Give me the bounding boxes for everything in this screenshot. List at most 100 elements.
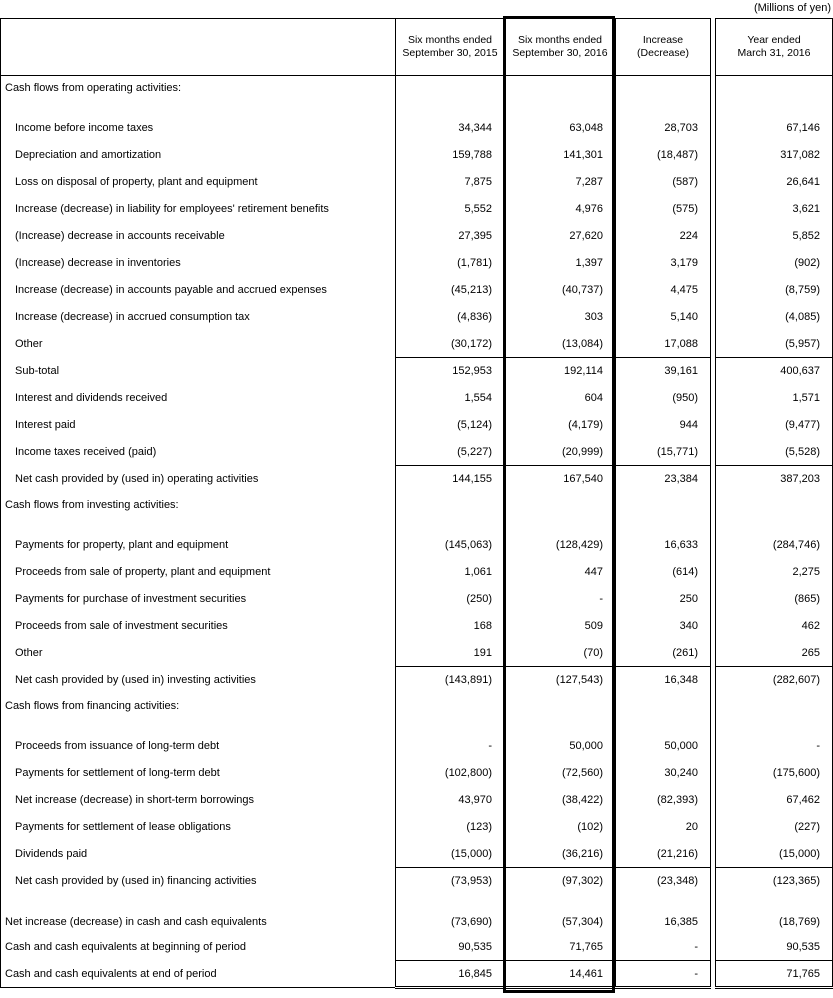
value-sep-2016: 192,114 — [504, 357, 616, 385]
value-sep-2015: 191 — [395, 639, 505, 667]
value-fy-2016: (865) — [715, 585, 833, 613]
value-sep-2016: (57,304) — [504, 894, 616, 934]
value-increase-decrease: 28,703 — [615, 114, 711, 142]
value-increase-decrease: (23,348) — [615, 867, 711, 895]
cash-flow-statement-table: Six months ended September 30, 2015 Six … — [0, 18, 833, 989]
row-label: Cash flows from financing activities: — [0, 693, 396, 733]
column-header-line: March 31, 2016 — [737, 47, 811, 59]
column-header-line: (Decrease) — [637, 47, 689, 59]
value-fy-2016: (5,528) — [715, 438, 833, 466]
value-fy-2016: (15,000) — [715, 840, 833, 868]
data-row: (Increase) decrease in accounts receivab… — [0, 222, 833, 250]
data-row: (Increase) decrease in inventories (1,781… — [0, 249, 833, 277]
data-row: Payments for purchase of investment secu… — [0, 585, 833, 613]
value-increase-decrease: (18,487) — [615, 141, 711, 169]
value-sep-2016: (36,216) — [504, 840, 616, 868]
column-header-empty — [0, 18, 396, 76]
value-sep-2015: 152,953 — [395, 357, 505, 385]
data-row: Other 191 (70) (261) 265 — [0, 639, 833, 667]
total-row: Cash and cash equivalents at end of peri… — [0, 960, 833, 989]
row-label: Net cash provided by (used in) investing… — [0, 666, 396, 694]
value-fy-2016 — [715, 75, 833, 115]
row-label: Net cash provided by (used in) operating… — [0, 465, 396, 493]
value-fy-2016: (5,957) — [715, 330, 833, 358]
value-sep-2015: 159,788 — [395, 141, 505, 169]
value-sep-2015: 1,061 — [395, 558, 505, 586]
value-increase-decrease: - — [615, 933, 711, 961]
value-increase-decrease: 16,633 — [615, 531, 711, 559]
value-increase-decrease: (261) — [615, 639, 711, 667]
value-sep-2015: (45,213) — [395, 276, 505, 304]
value-sep-2016: (102) — [504, 813, 616, 841]
value-increase-decrease: 5,140 — [615, 303, 711, 331]
value-increase-decrease: (950) — [615, 384, 711, 412]
data-row: Depreciation and amortization 159,788 141,… — [0, 141, 833, 169]
value-sep-2015: (30,172) — [395, 330, 505, 358]
value-sep-2015: 144,155 — [395, 465, 505, 493]
value-fy-2016: (282,607) — [715, 666, 833, 694]
value-sep-2016: - — [504, 585, 616, 613]
value-sep-2015: (123) — [395, 813, 505, 841]
value-increase-decrease: 4,475 — [615, 276, 711, 304]
value-increase-decrease: (575) — [615, 195, 711, 223]
row-label: Cash flows from investing activities: — [0, 492, 396, 532]
data-row: Other (30,172) (13,084) 17,088 (5,957) — [0, 330, 833, 358]
value-sep-2016: 604 — [504, 384, 616, 412]
value-sep-2016: (70) — [504, 639, 616, 667]
row-label: Net cash provided by (used in) financing… — [0, 867, 396, 895]
total-row: Net cash provided by (used in) operating… — [0, 465, 833, 493]
value-fy-2016: 90,535 — [715, 933, 833, 961]
value-fy-2016: 5,852 — [715, 222, 833, 250]
data-row: Proceeds from sale of investment securit… — [0, 612, 833, 640]
data-row: Proceeds from sale of property, plant an… — [0, 558, 833, 586]
value-increase-decrease: (614) — [615, 558, 711, 586]
value-fy-2016: 387,203 — [715, 465, 833, 493]
value-fy-2016: 71,765 — [715, 960, 833, 989]
data-row: Income taxes received (paid) (5,227) (20,9… — [0, 438, 833, 466]
row-label: Increase (decrease) in accrued consumpti… — [0, 303, 396, 331]
data-row: Interest paid (5,124) (4,179) 944 (9,477) — [0, 411, 833, 439]
column-header-six-months-2015: Six months ended September 30, 2015 — [395, 18, 505, 76]
value-sep-2015: (5,124) — [395, 411, 505, 439]
row-label: Proceeds from sale of property, plant an… — [0, 558, 396, 586]
column-header-line: September 30, 2015 — [402, 47, 498, 59]
value-sep-2015 — [395, 75, 505, 115]
value-fy-2016: (227) — [715, 813, 833, 841]
value-increase-decrease: 944 — [615, 411, 711, 439]
data-row: Payments for settlement of long-term deb… — [0, 759, 833, 787]
row-label: Interest paid — [0, 411, 396, 439]
value-sep-2015: (250) — [395, 585, 505, 613]
value-increase-decrease: 16,348 — [615, 666, 711, 694]
column-header-row: Six months ended September 30, 2015 Six … — [0, 18, 833, 76]
column-header-year-ended-2016: Year ended March 31, 2016 — [715, 18, 833, 76]
value-sep-2016: (128,429) — [504, 531, 616, 559]
section-header-row: Cash flows from operating activities: — [0, 75, 833, 115]
value-sep-2016: 167,540 — [504, 465, 616, 493]
column-header-six-months-2016: Six months ended September 30, 2016 — [504, 18, 616, 76]
value-increase-decrease — [615, 693, 711, 733]
value-fy-2016: 462 — [715, 612, 833, 640]
value-sep-2016 — [504, 75, 616, 115]
value-sep-2015: (1,781) — [395, 249, 505, 277]
data-row: Dividends paid (15,000) (36,216) (21,216) (1… — [0, 840, 833, 868]
value-sep-2015: - — [395, 732, 505, 760]
value-sep-2016: 4,976 — [504, 195, 616, 223]
row-label: Cash and cash equivalents at end of peri… — [0, 960, 396, 988]
value-increase-decrease: - — [615, 960, 711, 989]
row-label: Income taxes received (paid) — [0, 438, 396, 466]
value-sep-2015 — [395, 693, 505, 733]
value-sep-2016: 447 — [504, 558, 616, 586]
value-sep-2015: (15,000) — [395, 840, 505, 868]
value-sep-2016: (13,084) — [504, 330, 616, 358]
value-increase-decrease: 20 — [615, 813, 711, 841]
data-row: Loss on disposal of property, plant and … — [0, 168, 833, 196]
value-sep-2016: 509 — [504, 612, 616, 640]
data-row: Payments for property, plant and equipme… — [0, 531, 833, 559]
value-sep-2015 — [395, 492, 505, 532]
row-label: Sub-total — [0, 357, 396, 385]
value-sep-2016: (97,302) — [504, 867, 616, 895]
value-sep-2015: (102,800) — [395, 759, 505, 787]
value-sep-2015: (145,063) — [395, 531, 505, 559]
row-label: Cash flows from operating activities: — [0, 75, 396, 115]
value-fy-2016: (284,746) — [715, 531, 833, 559]
